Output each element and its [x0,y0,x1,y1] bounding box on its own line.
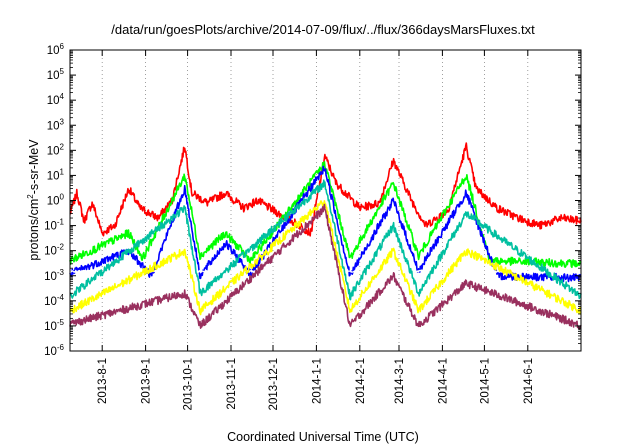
y-tick-label-9: 103 [47,117,65,132]
y-tick-label-base: 10 [47,120,60,132]
y-tick-label-exp: 2 [60,142,65,151]
y-tick-label-3: 10-3 [44,268,64,283]
x-tick-label-3: 2013-11-1 [226,358,238,410]
y-tick-label-base: 10 [44,246,57,258]
x-tick-label-4: 2013-12-1 [268,358,280,410]
y-tick-label-base: 10 [44,321,57,333]
x-axis-label: Coordinated Universal Time (UTC) [227,430,419,444]
x-tick-label-7: 2014-3-1 [394,358,406,404]
y-tick-label-exp: -3 [57,268,65,277]
y-axis-label: protons/cm2-s-sr-MeV [26,139,41,261]
y-tick-label-base: 10 [47,45,60,57]
axes [69,49,582,352]
y-tick-label-base: 10 [44,271,57,283]
x-tick-label-10: 2014-6-1 [523,358,535,404]
y-tick-label-exp: -4 [57,293,65,302]
x-tick-label-5: 2014-1-1 [311,358,323,404]
x-tick-label-1: 2013-9-1 [141,358,153,404]
chart-title: /data/run/goesPlots/archive/2014-07-09/f… [111,22,535,37]
series-line-3 [69,269,582,273]
series-line-5 [69,200,582,316]
y-tick-label-2: 10-4 [44,293,64,308]
y-tick-label-11: 105 [47,67,65,82]
y-tick-label-exp: -6 [57,343,65,352]
y-tick-label-1: 10-5 [44,318,64,333]
y-axis-label-exp: 2 [26,194,35,199]
y-tick-label-base: 10 [47,145,60,157]
series-layer [69,142,582,330]
series-line-6 [69,203,582,330]
series-line-4 [69,179,582,301]
y-tick-label-10: 104 [47,92,65,107]
x-tick-label-9: 2014-5-1 [479,358,491,404]
y-tick-label-5: 10-1 [44,218,64,233]
y-tick-label-8: 102 [47,142,65,157]
y-tick-label-exp: -5 [57,318,65,327]
y-tick-label-7: 101 [47,167,65,182]
y-tick-label-exp: 6 [60,42,65,51]
y-tick-label-exp: 0 [60,193,65,202]
y-tick-label-exp: 3 [60,117,65,126]
y-tick-label-exp: 4 [60,92,65,101]
y-tick-label-base: 10 [47,170,60,182]
tick-labels: 10-610-510-410-310-210-11001011021031041… [44,42,535,410]
x-tick-label-2: 2013-10-1 [183,358,195,410]
series-line-0 [69,142,582,237]
y-tick-label-0: 10-6 [44,343,64,358]
y-tick-label-base: 10 [47,196,60,208]
y-tick-label-base: 10 [44,296,57,308]
x-tick-label-6: 2014-2-1 [355,358,367,404]
y-tick-label-4: 10-2 [44,243,64,258]
y-tick-label-6: 100 [47,193,65,208]
y-axis-label-base: protons/cm [27,199,41,261]
y-tick-label-base: 10 [44,221,57,233]
y-tick-label-12: 106 [47,42,65,57]
y-tick-label-base: 10 [47,70,60,82]
y-tick-label-exp: -1 [57,218,65,227]
y-tick-label-base: 10 [44,346,57,358]
y-tick-label-base: 10 [47,95,60,107]
y-tick-label-exp: 5 [60,67,65,76]
y-tick-label-exp: 1 [60,167,65,176]
x-tick-label-0: 2013-8-1 [97,358,109,404]
y-tick-label-exp: -2 [57,243,65,252]
x-tick-label-8: 2014-4-1 [437,358,449,404]
y-axis-label-rest: -s-sr-MeV [27,139,41,195]
